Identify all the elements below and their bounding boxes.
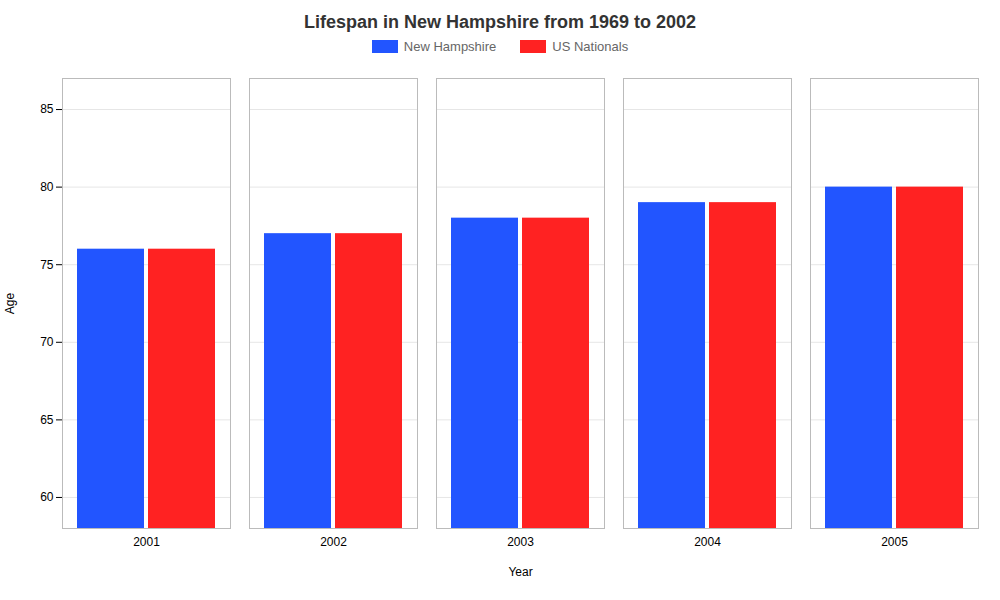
html-text:Lifespan in New Hampshire from: Lifespan in New Hampshire from 1969 to 2… — [303, 12, 697, 32]
svg-text:2001: 2001 — [133, 535, 160, 549]
svg-text:Age: Age — [3, 293, 17, 315]
svg-text:85: 85 — [40, 102, 54, 116]
svg-text:2002: 2002 — [320, 535, 347, 549]
svg-text:70: 70 — [40, 335, 54, 349]
svg-text:60: 60 — [40, 490, 54, 504]
html-text:New Hampshire: New Hampshire — [403, 39, 497, 54]
svg-text:2005: 2005 — [881, 535, 908, 549]
svg-text:Year: Year — [508, 565, 532, 579]
svg-text:2003: 2003 — [507, 535, 534, 549]
svg-text:75: 75 — [40, 258, 54, 272]
html-text:US Nationals: US Nationals — [552, 39, 629, 54]
svg-text:80: 80 — [40, 180, 54, 194]
svg-text:2004: 2004 — [694, 535, 721, 549]
svg-text:65: 65 — [40, 413, 54, 427]
